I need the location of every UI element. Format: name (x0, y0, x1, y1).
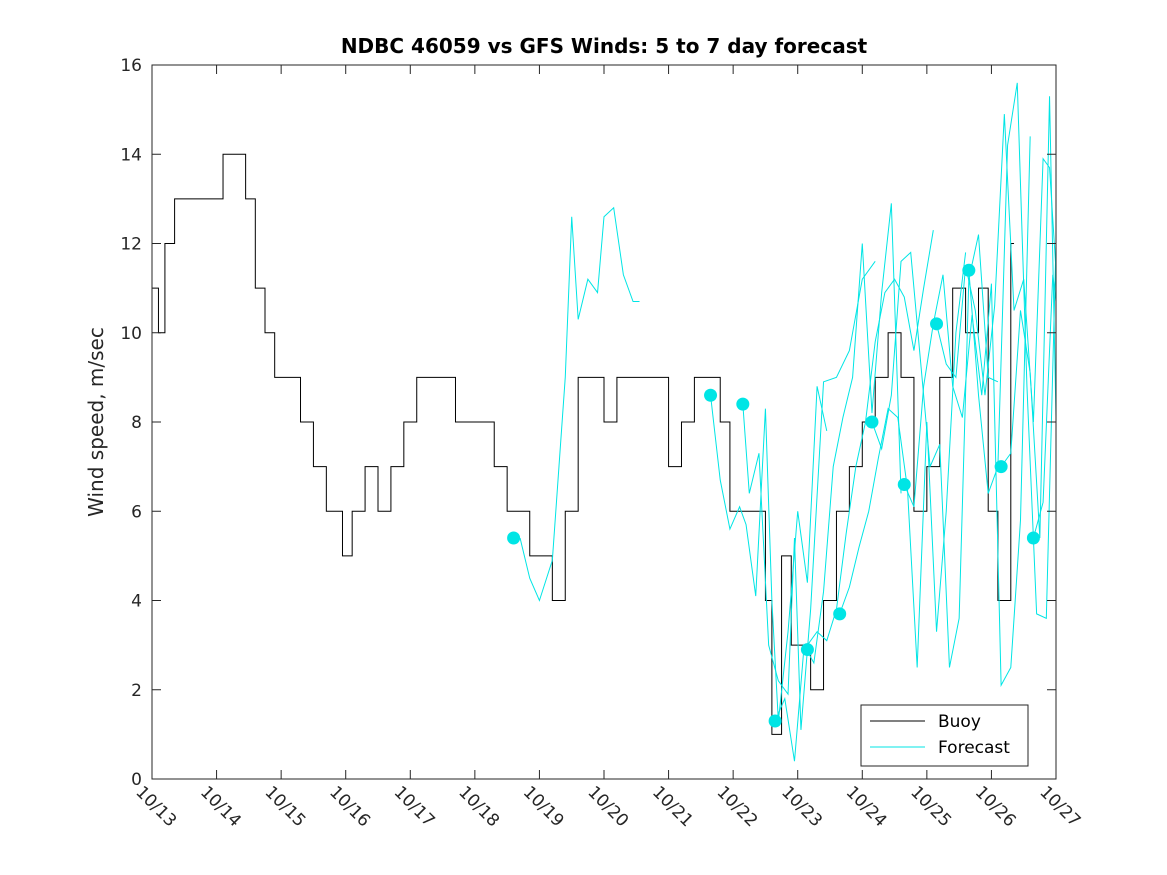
forecast-series-line-4 (774, 203, 902, 762)
x-tick-label: 10/15 (261, 782, 310, 831)
forecast-series-line-11 (1000, 96, 1057, 539)
forecast-series-line-10 (968, 82, 1057, 620)
x-tick-label: 10/13 (131, 782, 180, 831)
x-tick-label: 10/19 (519, 782, 568, 831)
y-tick-label: 16 (120, 56, 142, 76)
chart-title: NDBC 46059 vs GFS Winds: 5 to 7 day fore… (341, 34, 868, 58)
forecast-marker (865, 415, 879, 429)
forecast-series-line-9 (936, 114, 1057, 423)
forecast-series-line-1 (519, 206, 640, 602)
y-tick-label: 14 (120, 145, 142, 165)
forecast-marker (704, 388, 718, 402)
y-tick-label: 10 (120, 324, 142, 344)
x-tick-label: 10/18 (454, 782, 503, 831)
forecast-series-line-7 (871, 234, 999, 668)
y-tick-label: 4 (131, 592, 142, 612)
forecast-series-line-5 (806, 230, 934, 646)
forecast-series-line-8 (903, 136, 1031, 688)
forecast-marker (1026, 531, 1040, 545)
x-tick-label: 10/14 (196, 782, 245, 831)
x-tick-label: 10/21 (648, 782, 697, 831)
x-tick-label: 10/17 (390, 782, 439, 831)
x-tick-label: 10/27 (1035, 782, 1084, 831)
y-tick-label: 2 (131, 681, 142, 701)
forecast-series-line-3 (742, 261, 876, 730)
forecast-marker (994, 460, 1008, 474)
forecast-marker (897, 477, 911, 491)
legend: Buoy Forecast (860, 704, 1029, 767)
forecast-marker (736, 397, 750, 411)
legend-label-forecast: Forecast (938, 738, 1010, 758)
forecast-marker (833, 607, 847, 621)
series-layer (152, 82, 1057, 762)
x-tick-label: 10/20 (583, 782, 632, 831)
forecast-series-line-2 (710, 386, 828, 722)
x-tick-label: 10/16 (325, 782, 374, 831)
forecast-marker (800, 643, 814, 657)
forecast-marker (768, 714, 782, 728)
y-axis-label: Wind speed, m/sec (84, 327, 108, 517)
legend-label-buoy: Buoy (938, 712, 981, 732)
marker-layer (507, 263, 1040, 728)
y-tick-label: 12 (120, 235, 142, 255)
x-tick-label: 10/26 (971, 782, 1020, 831)
y-tick-label: 8 (131, 413, 142, 433)
forecast-series-line-12 (1032, 274, 1057, 539)
y-tick-label: 0 (131, 770, 142, 790)
x-tick-label: 10/25 (906, 782, 955, 831)
y-tick-label: 6 (131, 502, 142, 522)
legend-box (860, 704, 1029, 767)
forecast-marker (962, 263, 976, 277)
forecast-marker (507, 531, 521, 545)
x-tick-label: 10/23 (777, 782, 826, 831)
x-tick-label: 10/22 (713, 782, 762, 831)
forecast-series-line-6 (839, 252, 967, 668)
x-tick-label: 10/24 (842, 782, 891, 831)
buoy-series-line (152, 153, 1015, 735)
forecast-marker (930, 317, 944, 331)
